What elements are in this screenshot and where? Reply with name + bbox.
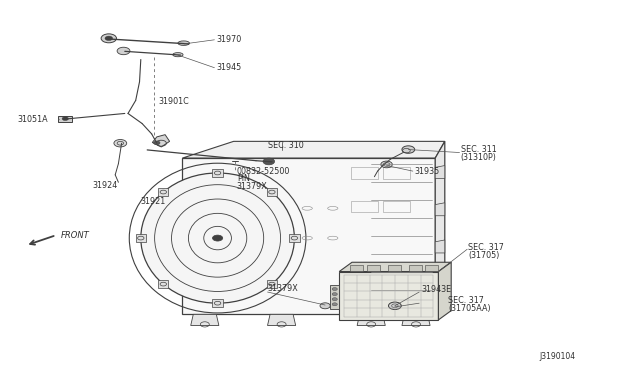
FancyBboxPatch shape — [425, 265, 438, 271]
Text: SEC. 317: SEC. 317 — [468, 243, 504, 252]
Circle shape — [101, 34, 116, 43]
Circle shape — [105, 36, 113, 41]
Text: 31935: 31935 — [415, 167, 440, 176]
Text: SEC. 310: SEC. 310 — [268, 141, 303, 150]
Circle shape — [154, 141, 160, 145]
Text: (31310P): (31310P) — [461, 153, 497, 162]
Circle shape — [332, 288, 337, 291]
Circle shape — [114, 140, 127, 147]
FancyBboxPatch shape — [212, 169, 223, 177]
Text: 31921: 31921 — [141, 197, 166, 206]
Circle shape — [381, 161, 392, 168]
Polygon shape — [182, 158, 435, 314]
Polygon shape — [435, 141, 445, 314]
Ellipse shape — [141, 173, 294, 303]
Circle shape — [117, 47, 130, 55]
Text: SEC. 317: SEC. 317 — [448, 296, 484, 305]
Text: SEC. 311: SEC. 311 — [461, 145, 497, 154]
Circle shape — [332, 303, 337, 306]
Circle shape — [212, 235, 223, 241]
Polygon shape — [330, 285, 339, 309]
Text: 31945: 31945 — [216, 63, 241, 72]
FancyBboxPatch shape — [267, 188, 277, 196]
FancyBboxPatch shape — [212, 299, 223, 307]
Text: (31705): (31705) — [468, 251, 500, 260]
Text: FRONT: FRONT — [61, 231, 90, 240]
Text: 00832-52500: 00832-52500 — [237, 167, 290, 176]
FancyBboxPatch shape — [388, 265, 401, 271]
Polygon shape — [268, 314, 296, 326]
Text: 31924: 31924 — [93, 181, 118, 190]
Circle shape — [332, 293, 337, 296]
Circle shape — [263, 158, 275, 165]
Text: (31705AA): (31705AA) — [448, 304, 491, 313]
Text: 31943E: 31943E — [421, 285, 451, 294]
Polygon shape — [182, 141, 445, 158]
Circle shape — [332, 298, 337, 301]
Polygon shape — [402, 314, 430, 326]
Polygon shape — [339, 262, 451, 272]
Text: 31970: 31970 — [216, 35, 241, 44]
Circle shape — [402, 146, 415, 153]
Text: PIN: PIN — [237, 174, 250, 183]
Circle shape — [320, 303, 330, 309]
Polygon shape — [339, 272, 438, 320]
Polygon shape — [191, 314, 219, 326]
Text: 31379X: 31379X — [268, 284, 298, 293]
Text: J3190104: J3190104 — [540, 352, 576, 361]
FancyBboxPatch shape — [267, 280, 277, 288]
FancyBboxPatch shape — [158, 188, 168, 196]
FancyBboxPatch shape — [409, 265, 422, 271]
Circle shape — [388, 302, 401, 310]
Text: 31901C: 31901C — [159, 97, 189, 106]
FancyBboxPatch shape — [350, 265, 363, 271]
Text: 31051A: 31051A — [18, 115, 49, 124]
Ellipse shape — [178, 41, 189, 45]
Circle shape — [62, 117, 68, 121]
FancyBboxPatch shape — [158, 280, 168, 288]
Polygon shape — [152, 135, 170, 147]
FancyBboxPatch shape — [289, 234, 300, 242]
Polygon shape — [435, 240, 445, 253]
FancyBboxPatch shape — [367, 265, 380, 271]
Polygon shape — [357, 314, 385, 326]
Polygon shape — [435, 203, 445, 216]
Polygon shape — [435, 166, 445, 179]
Ellipse shape — [173, 53, 183, 57]
Polygon shape — [438, 262, 451, 320]
Text: 31379X: 31379X — [237, 182, 268, 191]
Polygon shape — [435, 277, 445, 290]
FancyBboxPatch shape — [58, 116, 72, 122]
FancyBboxPatch shape — [136, 234, 146, 242]
